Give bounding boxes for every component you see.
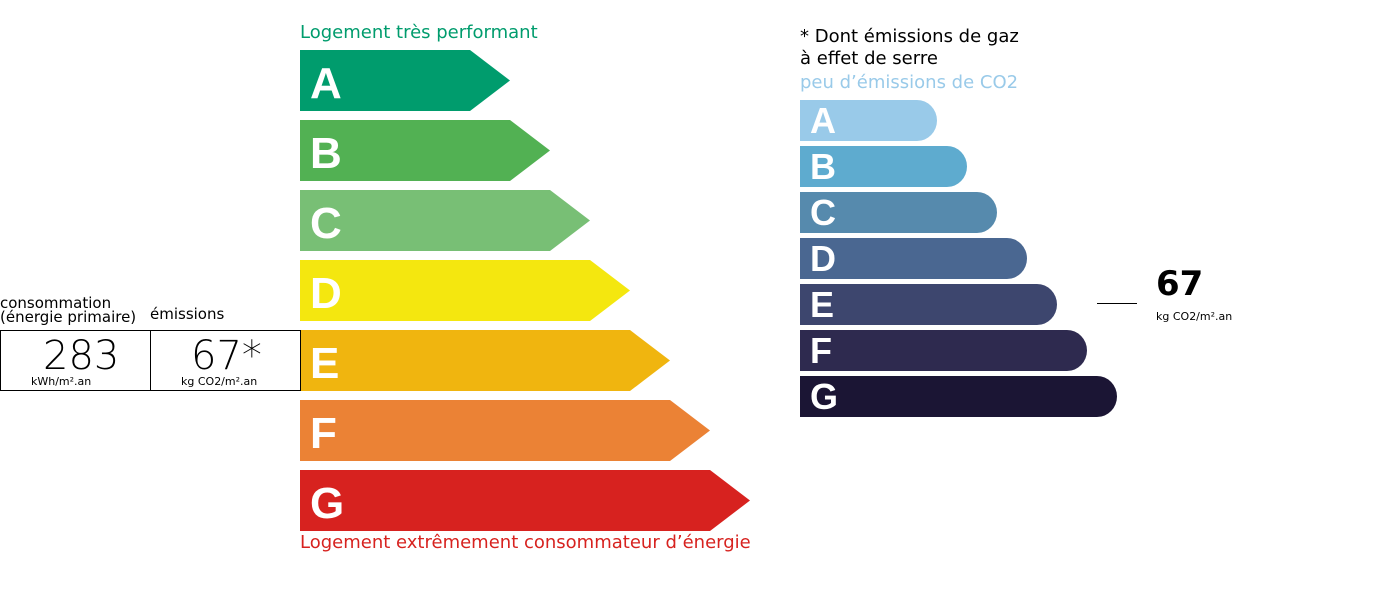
ges-class-E: E [800, 284, 1057, 325]
ges-bar [800, 192, 998, 233]
consumption-unit: kWh/m².an [31, 375, 92, 388]
energy-class-B: B [300, 120, 550, 181]
ges-class-B: B [800, 146, 968, 187]
ges-value: 67 [1156, 264, 1204, 304]
ges-class-G: G [800, 376, 1117, 417]
consumption-box: 283 kWh/m².an [0, 330, 151, 391]
energy-class-G: G [300, 470, 750, 531]
consumption-value: 283 [43, 333, 120, 379]
energy-arrow [300, 470, 750, 531]
energy-bottom-label: Logement extrêmement consommateur d’éner… [300, 532, 751, 553]
ges-unit: kg CO2/m².an [1156, 310, 1233, 323]
energy-class-letter: E [310, 339, 339, 388]
energy-arrow [300, 260, 630, 321]
consumption-label-line1: consommation [0, 294, 112, 312]
ges-note-line1: * Dont émissions de gaz [800, 26, 1019, 47]
energy-class-letter: A [310, 59, 342, 108]
ges-bar [800, 376, 1117, 417]
energy-arrow [300, 190, 590, 251]
energy-class-letter: D [310, 269, 342, 318]
emissions-label: émissions [150, 305, 225, 323]
energy-top-label: Logement très performant [300, 22, 538, 43]
energy-class-letter: G [310, 479, 344, 528]
ges-indicator-line [1097, 303, 1137, 304]
ges-class-letter: E [810, 284, 834, 325]
ges-class-letter: G [810, 376, 838, 417]
energy-class-letter: C [310, 199, 342, 248]
ges-bar [800, 330, 1087, 371]
energy-arrow [300, 50, 510, 111]
ges-class-letter: D [810, 238, 836, 279]
ges-class-letter: B [810, 146, 836, 187]
ges-note-line2: à effet de serre [800, 48, 938, 69]
ges-class-A: A [800, 100, 938, 141]
emissions-box: 67* kg CO2/m².an [150, 330, 301, 391]
energy-class-letter: B [310, 129, 342, 178]
ges-top-label: peu d’émissions de CO2 [800, 72, 1019, 93]
ges-class-letter: F [810, 330, 832, 371]
consumption-label: consommation (énergie primaire) [0, 294, 137, 326]
emissions-unit: kg CO2/m².an [181, 375, 258, 388]
consumption-label-line2: (énergie primaire) [0, 308, 137, 326]
energy-class-D: D [300, 260, 630, 321]
energy-class-letter: F [310, 409, 337, 458]
ges-class-D: D [800, 238, 1027, 279]
ges-class-letter: C [810, 192, 836, 233]
ges-bar [800, 284, 1057, 325]
energy-class-E: E [300, 330, 670, 391]
energy-class-F: F [300, 400, 710, 461]
ges-class-C: C [800, 192, 998, 233]
ges-bar [800, 238, 1027, 279]
emissions-value: 67* [191, 333, 262, 379]
energy-arrow [300, 400, 710, 461]
ges-bar [800, 100, 938, 141]
energy-class-C: C [300, 190, 590, 251]
ges-class-letter: A [810, 100, 836, 141]
energy-arrow [300, 120, 550, 181]
ges-class-F: F [800, 330, 1087, 371]
energy-arrow [300, 330, 670, 391]
ges-note: * Dont émissions de gaz à effet de serre [800, 26, 1019, 70]
energy-class-A: A [300, 50, 510, 111]
ges-bar [800, 146, 968, 187]
